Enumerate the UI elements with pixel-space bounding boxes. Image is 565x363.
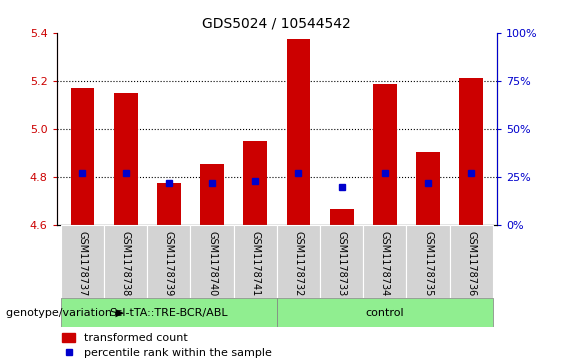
Bar (104, 225, 147, 298)
Text: genotype/variation ▶: genotype/variation ▶ (6, 307, 124, 318)
Bar (277, 298, 493, 327)
Text: ScI-tTA::TRE-BCR/ABL: ScI-tTA::TRE-BCR/ABL (110, 307, 228, 318)
Bar (157, 183, 181, 225)
Bar (200, 164, 224, 225)
Text: GSM1178734: GSM1178734 (380, 231, 390, 296)
Text: control: control (366, 307, 404, 318)
Bar (450, 225, 493, 298)
Text: GSM1178736: GSM1178736 (466, 231, 476, 296)
Bar (320, 225, 363, 298)
Bar (416, 152, 440, 225)
Text: GSM1178737: GSM1178737 (77, 231, 88, 296)
Bar (286, 39, 310, 225)
Bar (363, 225, 406, 298)
Title: GDS5024 / 10544542: GDS5024 / 10544542 (202, 16, 351, 30)
Text: GSM1178738: GSM1178738 (121, 231, 131, 296)
Text: GSM1178741: GSM1178741 (250, 231, 260, 296)
Bar (277, 225, 320, 298)
Bar (373, 84, 397, 225)
Bar (234, 225, 277, 298)
Bar (406, 225, 450, 298)
Bar (147, 225, 190, 298)
Bar (190, 225, 234, 298)
Bar (71, 88, 94, 225)
Bar (114, 93, 137, 225)
Text: GSM1178740: GSM1178740 (207, 231, 217, 296)
Bar (61, 298, 277, 327)
Text: GSM1178739: GSM1178739 (164, 231, 174, 296)
Text: GSM1178735: GSM1178735 (423, 231, 433, 296)
Bar (244, 141, 267, 225)
Text: GSM1178733: GSM1178733 (337, 231, 347, 296)
Legend: transformed count, percentile rank within the sample: transformed count, percentile rank withi… (62, 333, 272, 358)
Bar (330, 209, 354, 225)
Bar (459, 78, 483, 225)
Text: GSM1178732: GSM1178732 (293, 231, 303, 296)
Bar (61, 225, 104, 298)
